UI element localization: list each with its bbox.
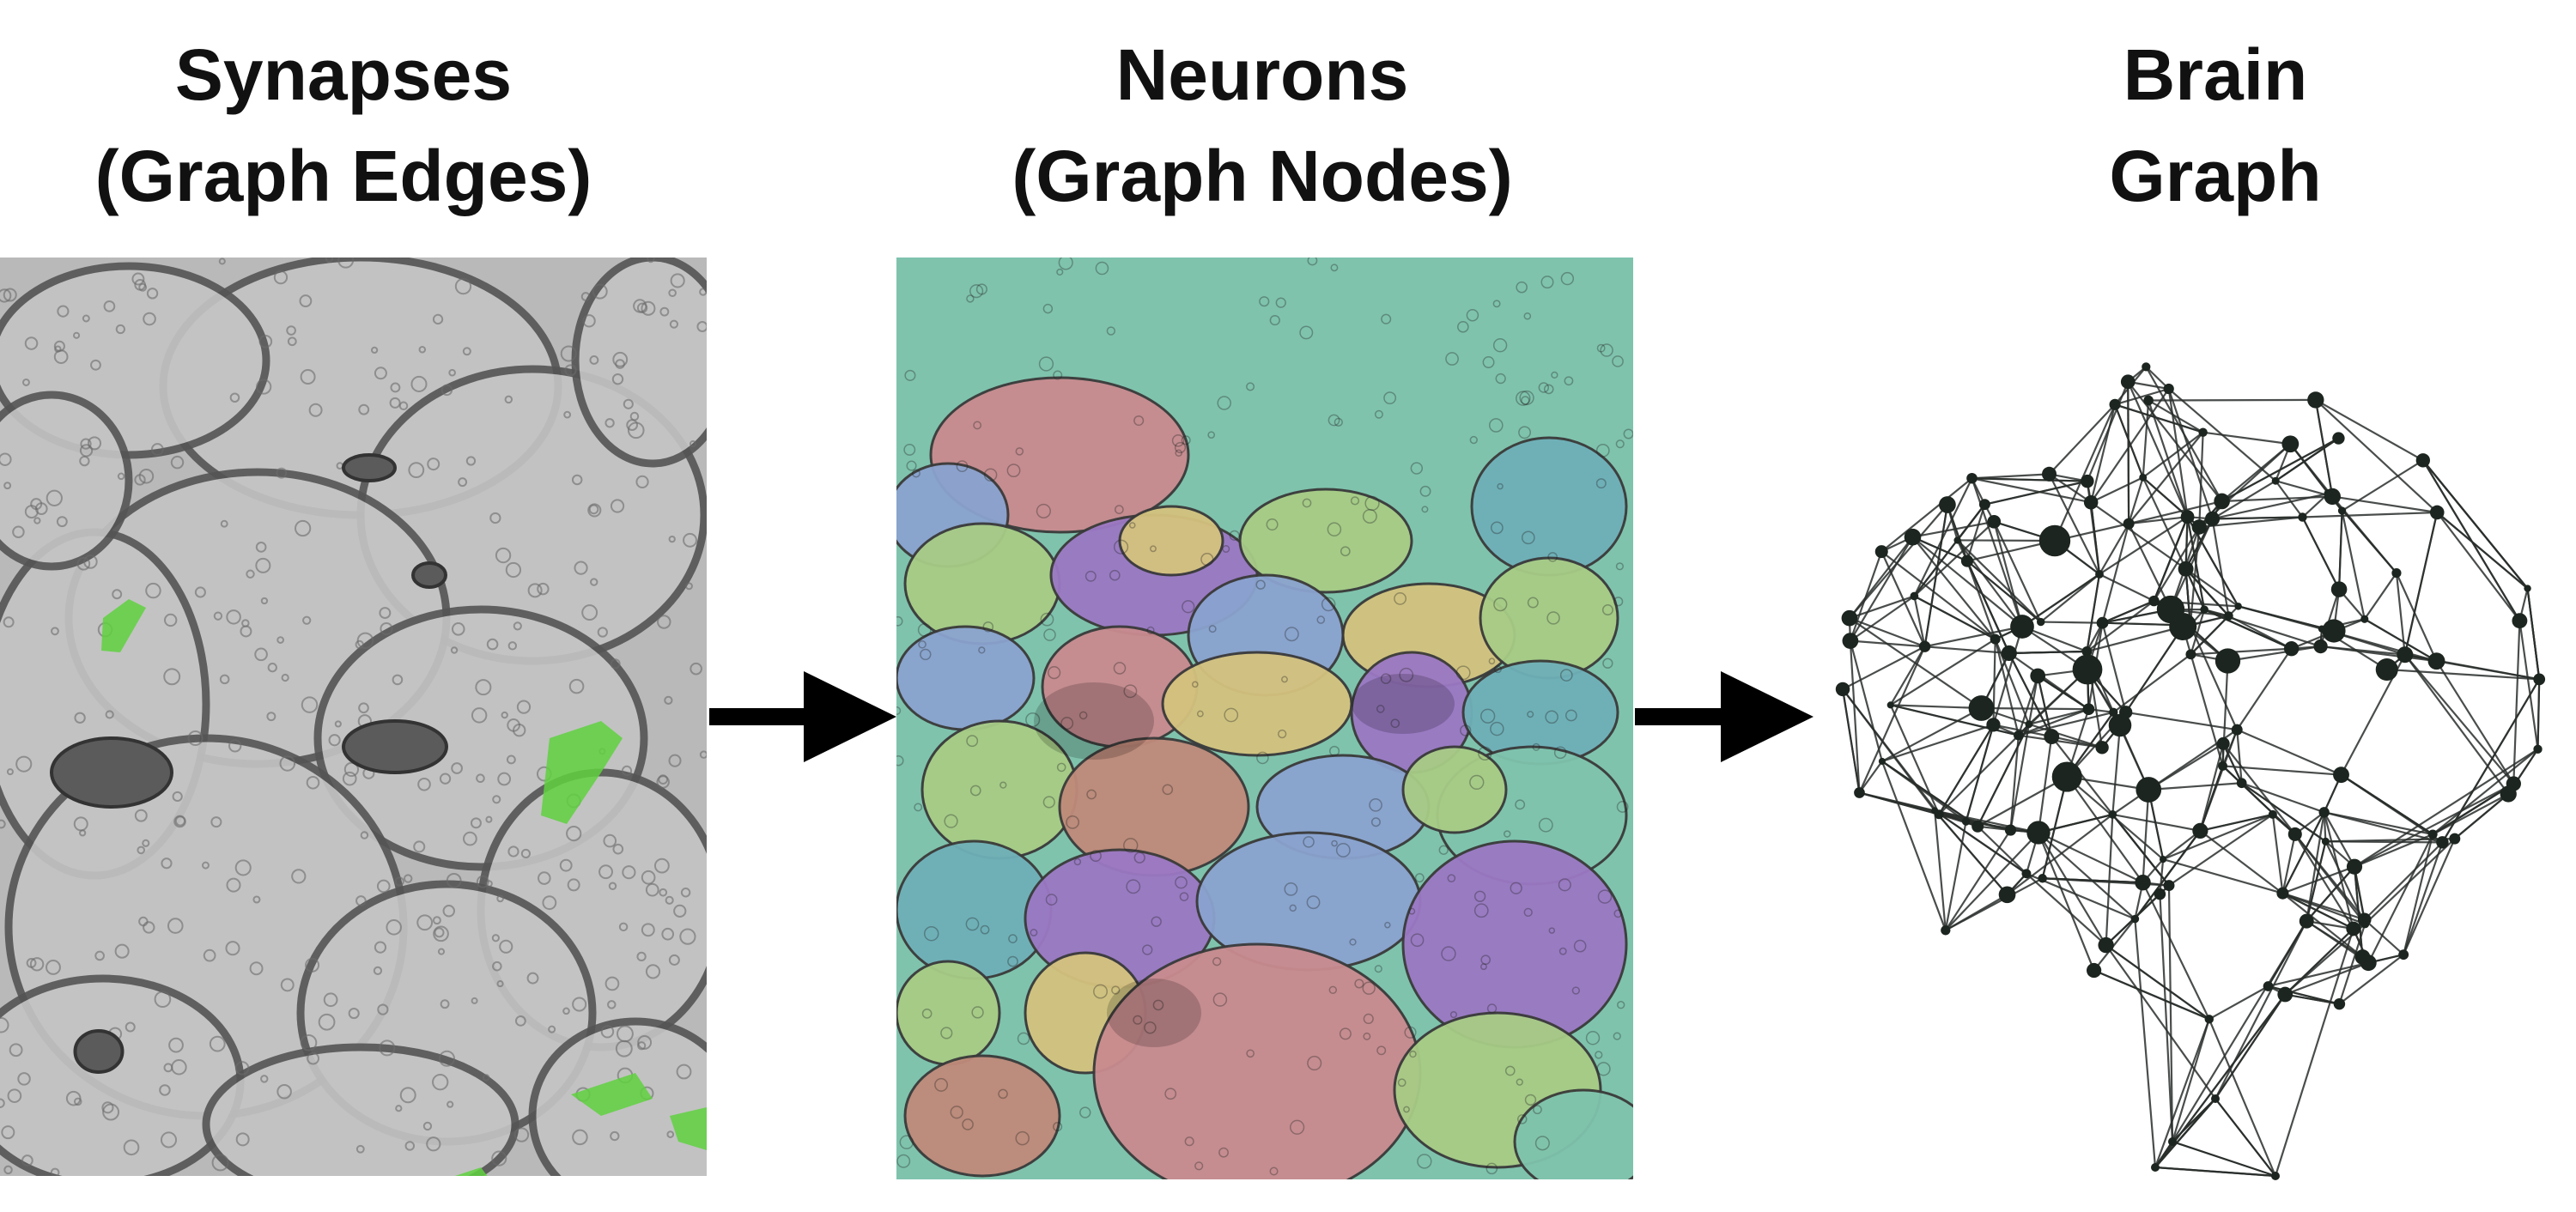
brain-graph-title-line2: Graph: [2109, 136, 2322, 216]
synapses-em-image: [0, 258, 707, 1176]
neurons-title-line2: (Graph Nodes): [1012, 136, 1513, 216]
neurons-title-line1: Neurons: [1115, 34, 1409, 115]
synapses-title-line1: Synapses: [174, 34, 513, 115]
neurons-segmentation-drawing: [896, 258, 1633, 1179]
right-arrow-icon: [709, 661, 898, 773]
brain-graph-drawing: [1835, 362, 2546, 1180]
neurons-segmentation-image: [896, 258, 1633, 1179]
neurons-title: Neurons (Graph Nodes): [893, 24, 1631, 227]
brain-graph-network: [1812, 275, 2576, 1185]
synapses-title-line2: (Graph Edges): [94, 136, 592, 216]
right-arrow-icon: [1635, 661, 1815, 773]
brain-graph-title: Brain Graph: [2044, 24, 2387, 227]
brain-graph-title-line1: Brain: [2123, 34, 2308, 115]
synapses-em-drawing: [0, 258, 707, 1176]
synapses-title: Synapses (Graph Edges): [0, 24, 687, 227]
